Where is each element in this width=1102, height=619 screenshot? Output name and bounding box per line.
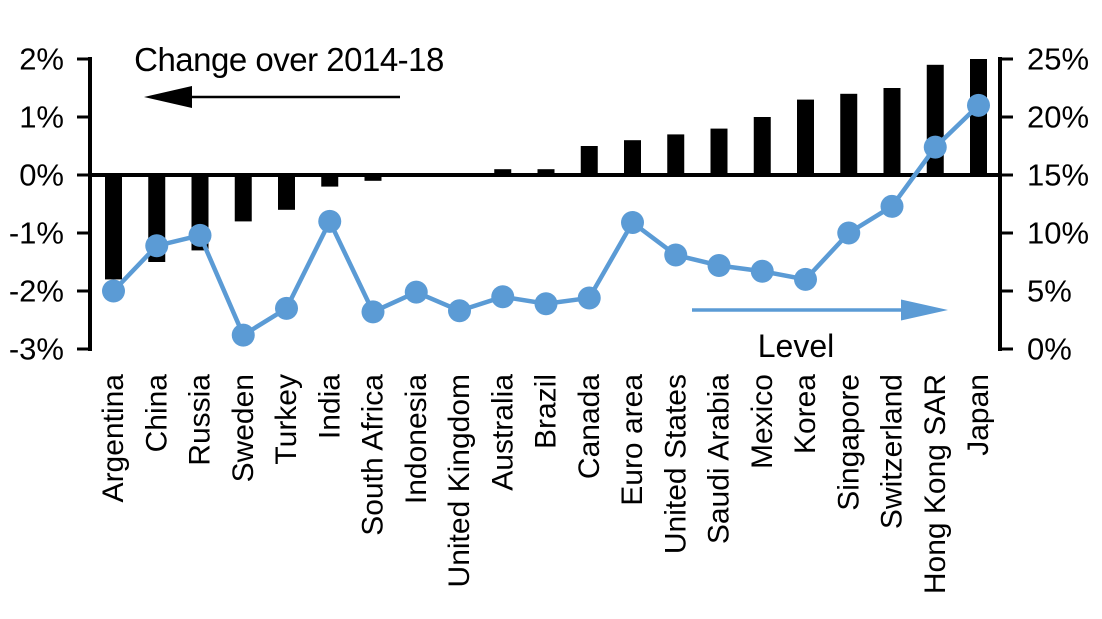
marker-korea (794, 267, 817, 291)
right-axis-tick-label: 20% (1027, 100, 1089, 135)
right-axis-tick-label: 15% (1027, 158, 1089, 193)
bar-canada (580, 146, 598, 175)
bar-united-states (667, 134, 685, 175)
marker-australia (491, 285, 515, 309)
marker-mexico (750, 259, 774, 283)
marker-canada (577, 286, 601, 310)
bar-turkey (278, 175, 295, 210)
left-axis-tick-label: -2% (9, 274, 64, 309)
category-label-euro-area: Euro area (616, 374, 649, 506)
left-axis-tick-labels: 2% 1% 0% -1% -2% -3% (9, 42, 64, 367)
category-label-brazil: Brazil (530, 374, 563, 449)
marker-singapore (837, 221, 861, 245)
bar-switzerland (883, 88, 901, 175)
category-label-switzerland: Switzerland (876, 374, 909, 529)
left-axis-tick-label: 0% (19, 158, 64, 193)
category-label-japan: Japan (962, 374, 995, 456)
category-label-indonesia: Indonesia (400, 374, 433, 504)
left-axis-ticks (77, 57, 90, 351)
left-axis-tick-label: -1% (9, 216, 64, 251)
marker-india (318, 209, 342, 233)
category-label-turkey: Turkey (270, 374, 303, 465)
bar-saudi-arabia (710, 128, 728, 175)
category-label-korea: Korea (789, 374, 822, 454)
bar-korea (797, 99, 814, 175)
marker-china (145, 234, 169, 258)
series-title-change: Change over 2014-18 (134, 41, 444, 78)
series-title-level: Level (758, 328, 835, 364)
marker-euro-area (621, 211, 644, 235)
left-axis-tick-label: -3% (9, 332, 64, 367)
category-label-united-states: United States (659, 374, 692, 554)
marker-turkey (275, 296, 298, 320)
right-axis-tick-label: 10% (1027, 216, 1089, 251)
bar-argentina (105, 175, 122, 280)
bar-singapore (840, 93, 858, 175)
line-markers (102, 93, 990, 347)
category-label-singapore: Singapore (832, 374, 865, 511)
marker-south-africa (361, 300, 385, 324)
bar-euro-area (624, 140, 641, 175)
right-axis-tick-label: 25% (1027, 42, 1089, 77)
marker-russia (188, 223, 212, 247)
right-arrow-icon (901, 299, 948, 321)
right-axis-tick-label: 5% (1027, 274, 1072, 309)
bar-south-africa (364, 175, 382, 181)
right-axis-tick-label: 0% (1027, 332, 1072, 367)
right-axis-ticks (1000, 57, 1013, 351)
category-label-india: India (313, 374, 346, 439)
marker-brazil (534, 292, 558, 316)
bar-australia (494, 169, 512, 175)
category-label-saudi-arabia: Saudi Arabia (703, 374, 736, 544)
marker-indonesia (404, 280, 428, 304)
category-label-south-africa: South Africa (357, 374, 390, 536)
bar-mexico (753, 117, 771, 175)
marker-sweden (231, 323, 255, 347)
category-label-united-kingdom: United Kingdom (443, 374, 476, 587)
bar-japan (970, 59, 987, 175)
marker-argentina (102, 279, 125, 303)
marker-hong-kong-sar (923, 135, 947, 159)
bar-series (105, 59, 987, 280)
marker-switzerland (880, 194, 904, 218)
category-label-sweden: Sweden (227, 374, 260, 482)
left-axis-tick-label: 1% (19, 100, 64, 135)
category-label-china: China (140, 374, 173, 453)
bar-brazil (537, 169, 555, 175)
marker-saudi-arabia (707, 253, 731, 277)
category-label-mexico: Mexico (746, 374, 779, 469)
marker-united-states (664, 243, 688, 267)
category-label-canada: Canada (573, 374, 606, 479)
bar-sweden (234, 175, 252, 222)
right-axis-tick-labels: 25% 20% 15% 10% 5% 0% (1027, 42, 1089, 367)
marker-japan (967, 93, 990, 117)
category-label-hong-kong-sar: Hong Kong SAR (919, 374, 952, 594)
left-arrow-icon (144, 86, 192, 108)
marker-united-kingdom (448, 299, 471, 323)
category-label-argentina: Argentina (97, 374, 130, 503)
left-axis-tick-label: 2% (19, 42, 64, 77)
bar-india (321, 175, 339, 187)
category-axis-labels: Argentina China Russia Sweden Turkey India Sou… (97, 374, 995, 594)
category-label-russia: Russia (184, 374, 217, 466)
category-label-australia: Australia (486, 374, 519, 491)
